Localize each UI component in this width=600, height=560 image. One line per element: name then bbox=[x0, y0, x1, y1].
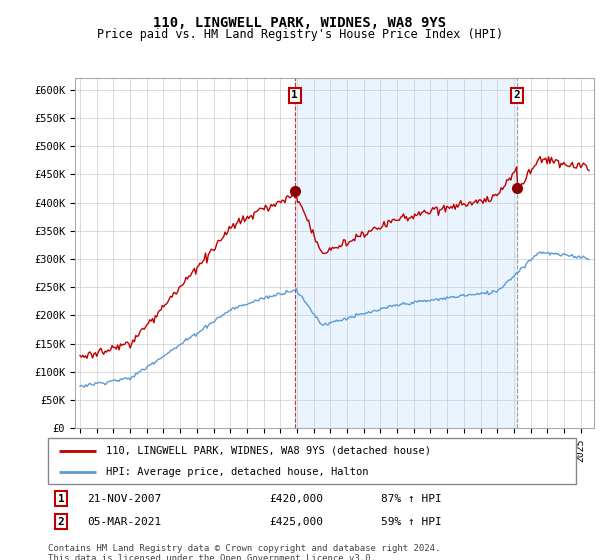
Text: 05-MAR-2021: 05-MAR-2021 bbox=[88, 517, 162, 526]
Text: Price paid vs. HM Land Registry's House Price Index (HPI): Price paid vs. HM Land Registry's House … bbox=[97, 28, 503, 41]
Text: 21-NOV-2007: 21-NOV-2007 bbox=[88, 494, 162, 503]
Text: 1: 1 bbox=[58, 494, 65, 503]
Text: 87% ↑ HPI: 87% ↑ HPI bbox=[380, 494, 442, 503]
Text: This data is licensed under the Open Government Licence v3.0.: This data is licensed under the Open Gov… bbox=[48, 554, 376, 560]
Text: 2: 2 bbox=[58, 517, 65, 526]
Text: 1: 1 bbox=[292, 90, 298, 100]
Text: £425,000: £425,000 bbox=[270, 517, 324, 526]
Text: 2: 2 bbox=[514, 90, 520, 100]
Text: Contains HM Land Registry data © Crown copyright and database right 2024.: Contains HM Land Registry data © Crown c… bbox=[48, 544, 440, 553]
FancyBboxPatch shape bbox=[48, 438, 576, 484]
Text: 110, LINGWELL PARK, WIDNES, WA8 9YS (detached house): 110, LINGWELL PARK, WIDNES, WA8 9YS (det… bbox=[106, 446, 431, 456]
Text: 59% ↑ HPI: 59% ↑ HPI bbox=[380, 517, 442, 526]
Bar bbox=[295, 78, 517, 428]
Text: £420,000: £420,000 bbox=[270, 494, 324, 503]
Text: 110, LINGWELL PARK, WIDNES, WA8 9YS: 110, LINGWELL PARK, WIDNES, WA8 9YS bbox=[154, 16, 446, 30]
Text: HPI: Average price, detached house, Halton: HPI: Average price, detached house, Halt… bbox=[106, 467, 368, 477]
